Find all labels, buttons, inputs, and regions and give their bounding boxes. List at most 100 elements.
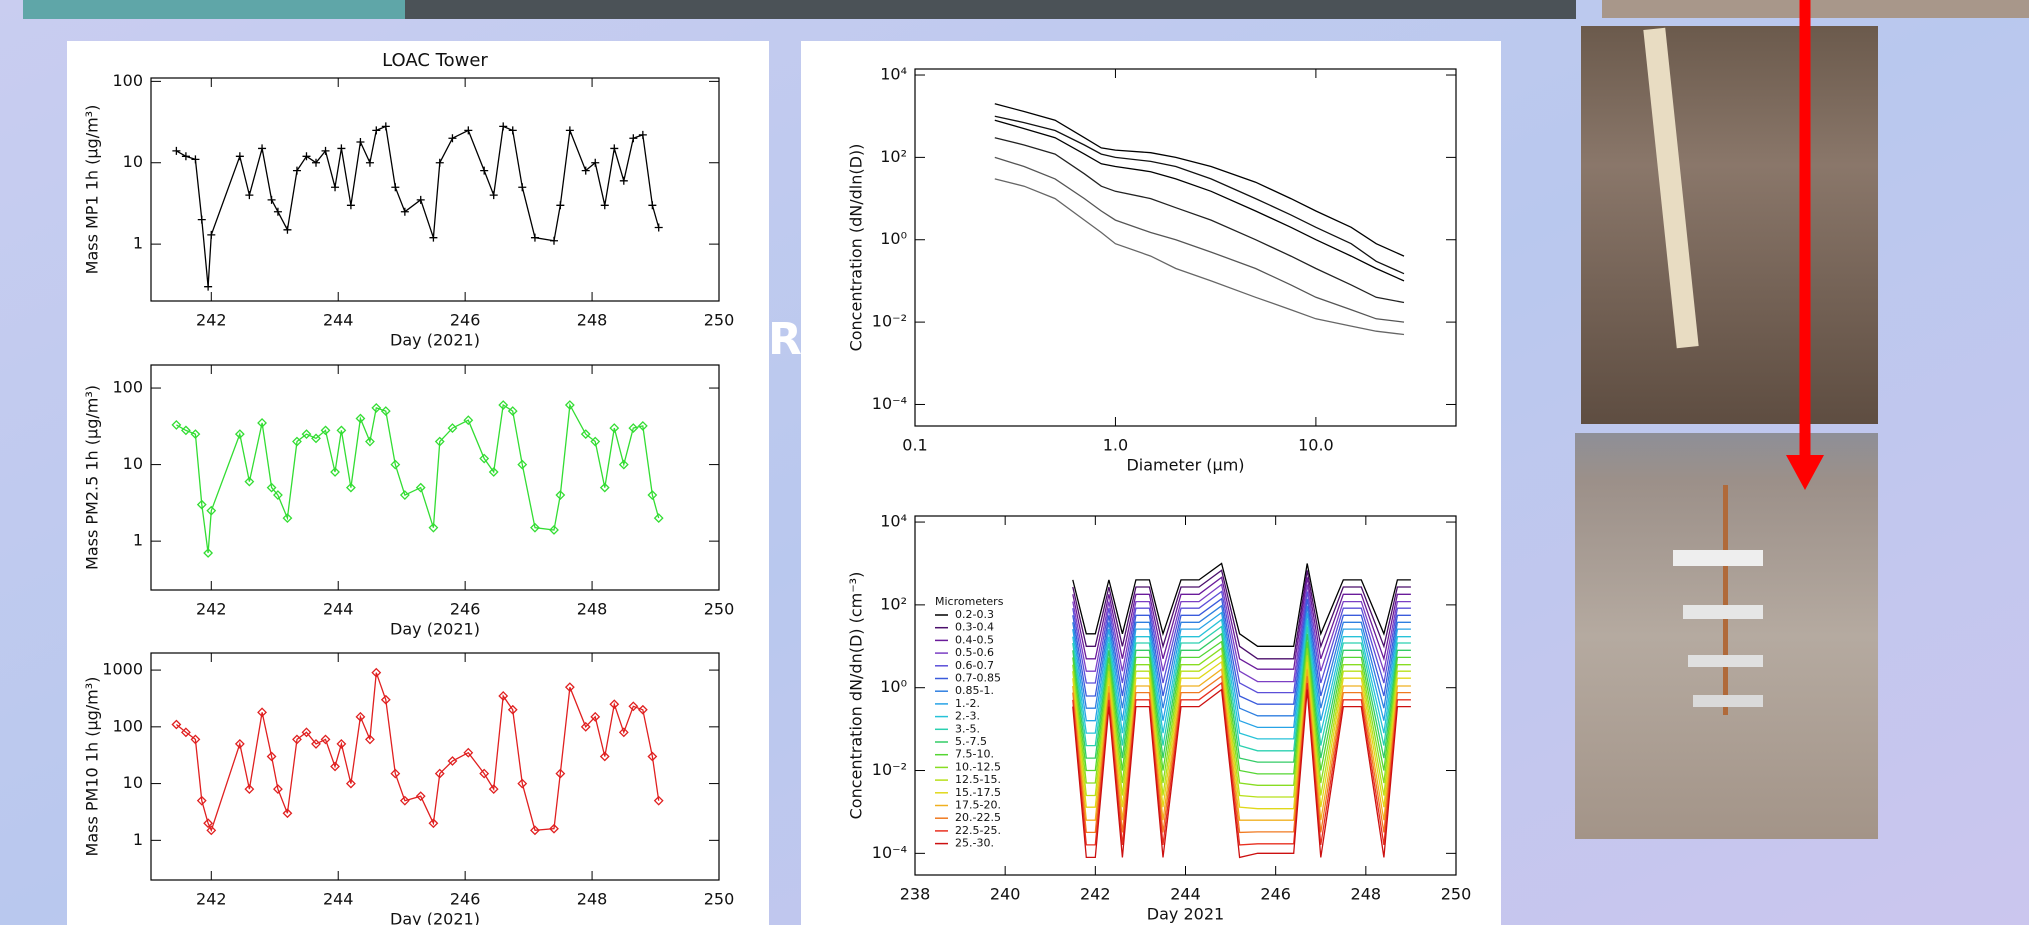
series-line: [1072, 569, 1411, 660]
data-point: [647, 751, 658, 762]
data-point: [273, 207, 282, 216]
data-point: [266, 751, 277, 762]
series-line: [1072, 576, 1411, 670]
data-point: [619, 176, 628, 185]
data-point: [330, 467, 340, 477]
data-point: [302, 152, 311, 161]
data-point: [647, 490, 658, 500]
data-point: [372, 126, 381, 135]
x-tick-label: 242: [1080, 885, 1111, 904]
y-tick-label: 10: [123, 454, 143, 473]
series-line: [994, 119, 1405, 282]
y-tick-label: 10⁻⁴: [872, 843, 907, 862]
data-point: [257, 418, 267, 428]
data-point: [190, 734, 201, 745]
legend-label: 0.7-0.85: [955, 672, 1001, 685]
data-point: [530, 522, 540, 533]
x-tick-label: 244: [323, 311, 354, 330]
legend-label: 17.5-20.: [955, 799, 1001, 812]
data-point: [628, 423, 639, 433]
data-point: [257, 707, 267, 718]
x-tick-label: 250: [704, 890, 735, 909]
data-point: [191, 155, 200, 164]
legend-label: 12.5-15.: [955, 773, 1001, 786]
x-tick-label: 242: [196, 600, 227, 619]
y-axis-label: Mass MP1 1h (μg/m³): [83, 105, 102, 275]
data-point: [301, 429, 312, 440]
y-tick-label: 10: [123, 773, 143, 792]
x-axis-label: Day (2021): [390, 620, 480, 639]
data-point: [580, 429, 591, 440]
y-tick-label: 100: [112, 716, 143, 735]
data-point: [346, 201, 355, 210]
data-point: [244, 784, 255, 795]
x-tick-label: 248: [577, 600, 608, 619]
soil-photo: [1581, 26, 1878, 424]
legend-label: 0.4-0.5: [955, 633, 994, 646]
data-point: [488, 784, 499, 795]
legend-label: 7.5-10.: [955, 748, 994, 761]
data-point: [180, 727, 191, 738]
x-tick-label: 244: [323, 600, 354, 619]
y-tick-label: 100: [112, 71, 143, 90]
stray-text: R: [768, 314, 802, 365]
data-point: [499, 122, 508, 131]
series-line: [994, 115, 1405, 275]
data-point: [197, 215, 206, 224]
data-point: [282, 808, 293, 819]
x-tick-label: 238: [900, 885, 931, 904]
data-point: [609, 699, 620, 710]
data-point: [235, 152, 244, 161]
data-point: [415, 791, 426, 802]
data-point: [530, 825, 540, 836]
x-tick-label: 248: [577, 311, 608, 330]
series-line: [176, 125, 660, 287]
series-line: [1072, 688, 1411, 859]
x-tick-label: 244: [1170, 885, 1201, 904]
data-point: [355, 711, 366, 722]
data-point: [390, 768, 401, 779]
x-axis-label: Day 2021: [1147, 905, 1224, 924]
y-tick-label: 10²: [880, 594, 907, 613]
series-line: [1072, 647, 1411, 786]
plot-frame: [150, 364, 720, 591]
data-point: [463, 747, 474, 758]
x-tick-label: 248: [1351, 885, 1382, 904]
series-line: [1072, 625, 1411, 752]
data-point: [590, 436, 601, 447]
data-point: [380, 406, 391, 417]
data-point: [489, 191, 498, 200]
data-point: [245, 191, 254, 200]
data-point: [311, 738, 321, 749]
data-point: [400, 207, 409, 216]
data-point: [428, 522, 439, 533]
y-tick-label: 10: [123, 152, 143, 171]
data-point: [331, 183, 340, 192]
top-image: [405, 0, 1576, 19]
data-point: [549, 236, 558, 245]
data-point: [618, 727, 629, 738]
legend-label: 0.2-0.3: [955, 608, 994, 621]
y-tick-label: 1000: [102, 660, 143, 679]
x-axis-label: Day (2021): [390, 331, 480, 350]
data-point: [416, 195, 425, 204]
legend-label: 5.-7.5: [955, 735, 987, 748]
data-point: [581, 166, 590, 175]
data-point: [391, 183, 400, 192]
legend-label: 0.6-0.7: [955, 659, 994, 672]
data-point: [507, 704, 518, 715]
x-tick-label: 250: [704, 600, 735, 619]
data-point: [171, 419, 182, 430]
data-point: [336, 738, 347, 749]
data-point: [565, 126, 574, 135]
y-tick-label: 1: [133, 531, 143, 550]
data-point: [196, 499, 207, 510]
data-point: [312, 158, 321, 167]
data-point: [463, 415, 474, 426]
data-point: [637, 704, 648, 715]
x-tick-label: 1.0: [1103, 436, 1128, 455]
series-line: [1072, 604, 1411, 717]
data-point: [330, 761, 340, 772]
data-point: [180, 425, 191, 436]
data-point: [435, 158, 444, 167]
